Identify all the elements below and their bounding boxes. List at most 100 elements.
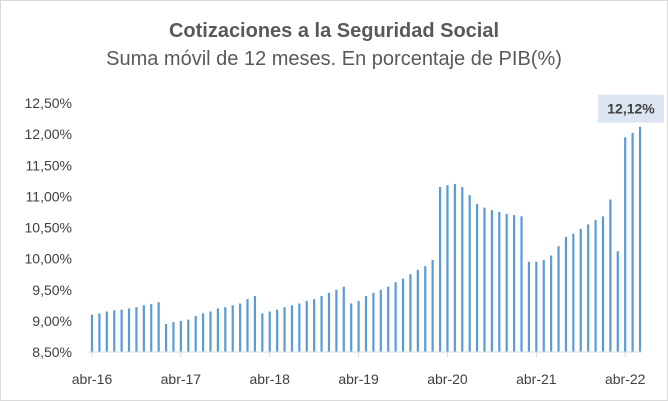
chart-title: Cotizaciones a la Seguridad Social [168, 20, 500, 42]
bar [201, 313, 205, 352]
bar [172, 322, 175, 352]
bar [357, 300, 360, 352]
x-tick-label: abr-20 [427, 371, 468, 387]
bar [127, 308, 131, 352]
bar [276, 309, 279, 352]
bar [631, 132, 634, 352]
bar [401, 278, 405, 352]
bar [113, 310, 116, 352]
x-tick-label: abr-16 [72, 371, 113, 387]
bar [305, 300, 308, 352]
bar [594, 220, 597, 352]
bar [342, 286, 345, 352]
bar [564, 236, 568, 352]
bar [527, 261, 531, 352]
bar [350, 303, 353, 352]
bar [164, 323, 168, 352]
bar [253, 295, 257, 352]
bar [542, 259, 545, 352]
bar [557, 246, 560, 352]
y-tick-label: 10,50% [25, 220, 72, 236]
bar [179, 320, 182, 353]
callout-label: 12,12% [607, 101, 655, 117]
bar [313, 299, 316, 352]
bar [572, 233, 575, 352]
x-tick-label: abr-19 [338, 371, 379, 387]
x-tick-label: abr-21 [516, 371, 557, 387]
bar [298, 303, 301, 352]
bar [609, 199, 612, 352]
callout-box [598, 94, 664, 123]
bar [409, 274, 412, 352]
bar [624, 137, 627, 352]
bar [387, 286, 390, 352]
bar [587, 224, 590, 352]
bar [268, 311, 271, 352]
chart-subtitle: Suma móvil de 12 meses. En porcentaje de… [106, 48, 562, 70]
y-tick-label: 11,00% [26, 188, 72, 204]
bar [261, 313, 264, 352]
bar [120, 309, 123, 352]
bar [431, 259, 434, 352]
bar [438, 187, 442, 352]
x-axis-tick-marks [91, 352, 626, 357]
bar [535, 261, 538, 352]
bar [231, 305, 234, 352]
x-tick-label: abr-18 [249, 371, 290, 387]
bar [616, 251, 619, 352]
y-tick-label: 12,50% [25, 95, 72, 111]
y-tick-label: 10,00% [25, 251, 72, 267]
bar [290, 305, 294, 352]
bar [142, 305, 145, 352]
y-tick-label: 9,50% [32, 282, 72, 298]
y-tick-label: 11,50% [26, 157, 72, 173]
bar [320, 295, 323, 352]
bar [239, 303, 242, 352]
bar [105, 311, 108, 352]
y-tick-label: 8,50% [32, 344, 72, 360]
bar [246, 299, 249, 352]
bar [209, 311, 212, 352]
bar [98, 313, 101, 352]
bar [224, 307, 227, 352]
bar [157, 302, 160, 352]
bar [194, 315, 197, 352]
x-tick-label: abr-17 [161, 371, 202, 387]
bar [505, 213, 508, 352]
bar [461, 187, 464, 352]
bar [513, 215, 516, 352]
bar [468, 195, 471, 352]
bar [550, 255, 553, 352]
x-tick-label: abr-22 [605, 371, 646, 387]
bar [150, 304, 153, 352]
bar [379, 289, 382, 352]
bar [327, 292, 331, 352]
bar [579, 228, 582, 352]
bar [187, 319, 190, 352]
bar [498, 211, 501, 352]
bar [135, 307, 138, 352]
bar [483, 207, 486, 352]
bar [520, 216, 523, 352]
x-axis-labels: abr-16 abr-17 abr-18 abr-19 abr-20 abr-21 abr-… [72, 371, 646, 387]
bar-series [90, 126, 642, 353]
bar [638, 126, 642, 352]
bar [490, 210, 493, 352]
y-axis-labels: 8,50% 9,00% 9,50% 10,00% 10,50% 11,00% 11,50% 1… [25, 95, 72, 360]
bar [283, 307, 286, 352]
bar [90, 314, 94, 352]
bar [453, 183, 456, 352]
bar [364, 295, 368, 352]
bar [335, 289, 338, 352]
bar [416, 269, 419, 352]
bar [372, 292, 375, 352]
bar [216, 308, 219, 352]
bar [424, 266, 427, 352]
value-callout: 12,12% [598, 94, 664, 123]
bar [601, 216, 605, 352]
y-tick-label: 9,00% [32, 313, 72, 329]
bar [446, 185, 449, 352]
bar [394, 282, 397, 352]
